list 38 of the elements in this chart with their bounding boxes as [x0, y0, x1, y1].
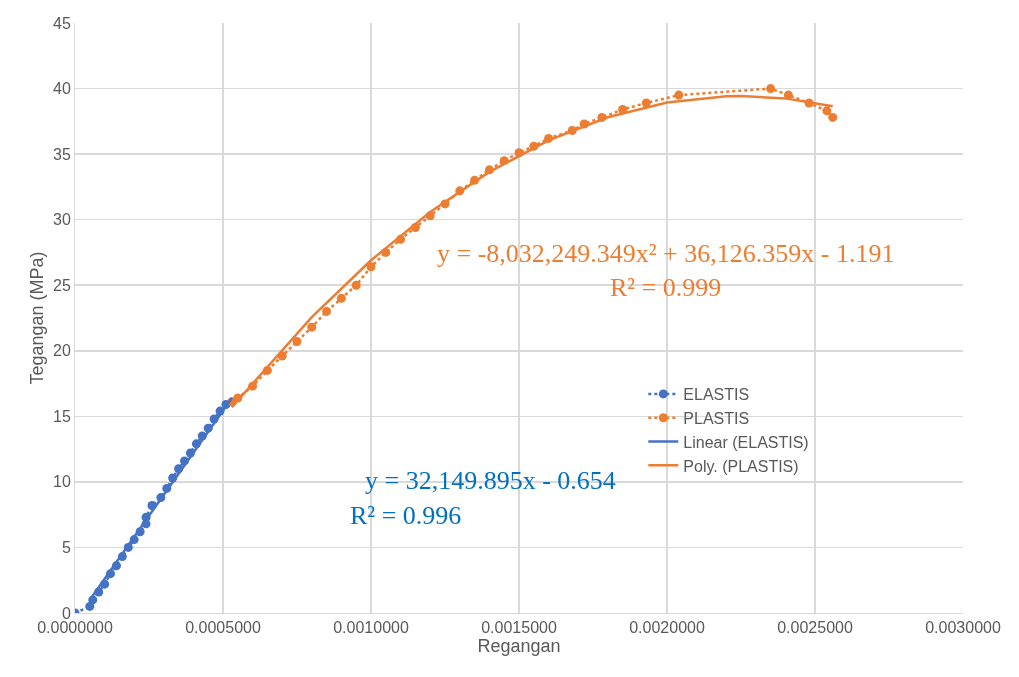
- legend-label: ELASTIS: [683, 386, 750, 404]
- legend-label: PLASTIS: [683, 409, 750, 427]
- y-tick-label: 20: [53, 342, 71, 360]
- point: [366, 262, 376, 272]
- y-tick-label: 40: [53, 80, 71, 98]
- y-axis-title: Tegangan (MPa): [27, 251, 48, 385]
- point: [85, 601, 95, 611]
- point: [766, 84, 776, 94]
- point: [307, 322, 317, 332]
- point: [336, 293, 346, 303]
- y-tick-label: 30: [53, 211, 71, 229]
- annotation: R² = 0.996: [350, 501, 462, 530]
- x-tick-label: 0.0030000: [925, 619, 1001, 637]
- point: [351, 280, 361, 290]
- y-tick-label: 10: [53, 473, 71, 491]
- x-tick-label: 0.0010000: [333, 619, 409, 637]
- x-tick-label: 0.0020000: [629, 619, 705, 637]
- annotation: y = -8,032,249.349x² + 36,126.359x - 1.191: [437, 239, 895, 268]
- x-tick-label: 0.0000000: [37, 619, 113, 637]
- y-tick-label: 35: [53, 145, 71, 163]
- legend-label: Poly. (PLASTIS): [683, 457, 799, 475]
- point: [828, 112, 838, 122]
- point: [674, 90, 684, 100]
- x-tick-label: 0.0005000: [185, 619, 261, 637]
- x-axis-title: Regangan: [477, 636, 561, 657]
- point: [322, 306, 332, 316]
- annotation: y = 32,149.895x - 0.654: [365, 466, 616, 495]
- annotation: R² = 0.999: [610, 273, 722, 302]
- x-tick-label: 0.0025000: [777, 619, 853, 637]
- legend-label: Linear (ELASTIS): [683, 433, 809, 451]
- point: [822, 106, 832, 116]
- y-tick-label: 5: [61, 539, 71, 557]
- y-tick-label: 15: [53, 407, 71, 425]
- x-tick-label: 0.0015000: [481, 619, 557, 637]
- y-tick-label: 25: [53, 276, 71, 294]
- y-tick-label: 45: [53, 14, 71, 32]
- point: [292, 337, 302, 347]
- y-tick-label: 0: [61, 604, 71, 622]
